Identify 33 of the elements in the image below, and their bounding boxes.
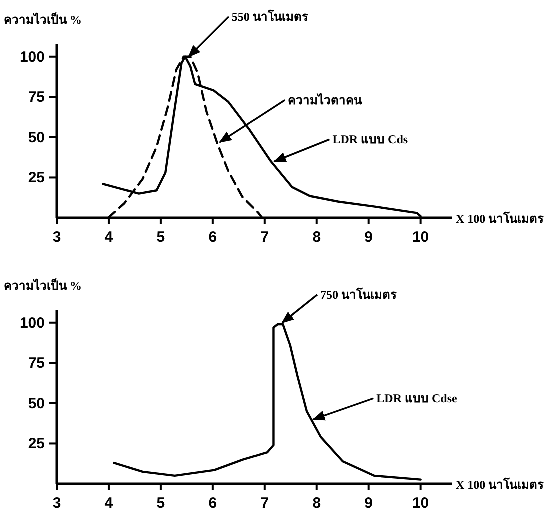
y-tick-label: 100 — [20, 314, 45, 332]
y-tick-label: 25 — [28, 170, 45, 187]
y-tick-label: 100 — [20, 48, 45, 66]
x-tick-label: 6 — [208, 229, 218, 246]
x-axis-title: X 100 นาโนเมตร — [456, 211, 545, 226]
x-tick-label: 5 — [156, 229, 166, 246]
x-tick-label: 5 — [156, 495, 166, 510]
y-axis-title: ความไวเป็น % — [4, 278, 82, 293]
annotation: 550 นาโนเมตร — [232, 8, 309, 24]
x-tick-label: 10 — [412, 495, 430, 510]
x-tick-label: 7 — [260, 229, 270, 246]
y-tick-label: 50 — [28, 129, 45, 146]
x-tick-label: 9 — [364, 495, 374, 510]
x-axis-title: X 100 นาโนเมตร — [456, 477, 545, 492]
y-tick-label: 25 — [28, 436, 45, 453]
annotation: LDR แบบ Cdse — [376, 392, 458, 406]
y-tick-label: 50 — [28, 395, 45, 412]
x-tick-label: 4 — [104, 495, 114, 510]
y-axis-title: ความไวเป็น % — [4, 12, 82, 27]
x-tick-label: 8 — [312, 495, 322, 510]
x-tick-label: 3 — [52, 495, 62, 510]
x-tick-label: 9 — [364, 229, 374, 246]
x-tick-label: 6 — [208, 495, 218, 510]
annotation: ความไวตาคน — [288, 92, 364, 108]
annotation: LDR แบบ Cds — [332, 132, 408, 147]
x-tick-label: 7 — [260, 495, 270, 510]
y-tick-label: 75 — [28, 89, 45, 106]
x-tick-label: 8 — [312, 229, 322, 246]
x-tick-label: 4 — [104, 229, 114, 246]
x-tick-label: 10 — [412, 229, 430, 246]
annotation: 750 นาโนเมตร — [320, 286, 398, 302]
x-tick-label: 3 — [52, 229, 62, 246]
y-tick-label: 75 — [28, 355, 45, 372]
